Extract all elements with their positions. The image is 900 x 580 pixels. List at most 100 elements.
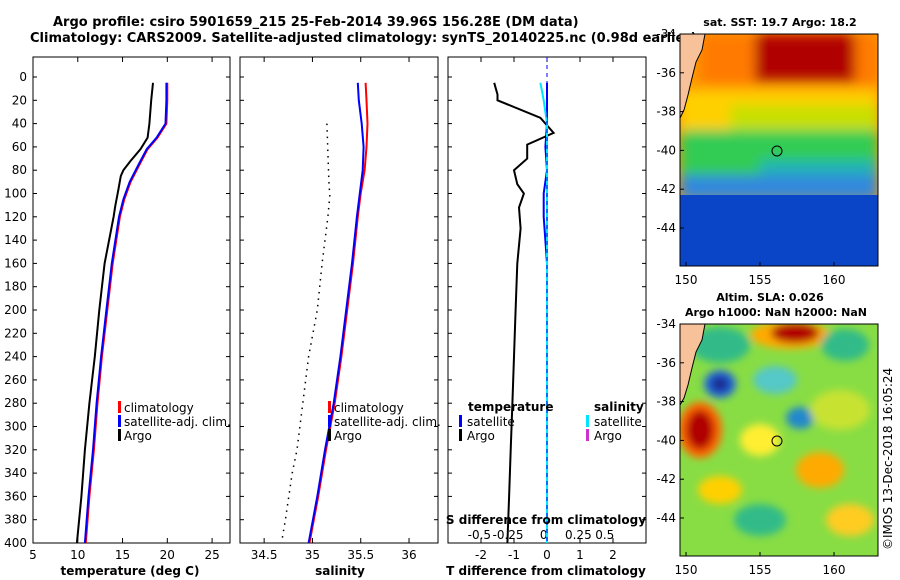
depth-tick-label: 240: [4, 350, 27, 364]
depth-tick-label: 40: [12, 117, 27, 131]
legend-salinity-heading: salinity: [594, 400, 644, 414]
depth-tick-label: 100: [4, 187, 27, 201]
sla-map-title-line-2: Argo h1000: NaN h2000: NaN: [685, 306, 867, 319]
legend-t-satellite: satellite: [467, 415, 515, 429]
x-tick-label: 35: [305, 548, 320, 562]
difference-panel: -2 -1 0 1 2 -0.5 -0.25 0 0.25 0.5 T difference f…: [446, 56, 647, 578]
sla-lon-axis: 150 155 160: [675, 552, 846, 577]
depth-tick-label: 160: [4, 256, 27, 270]
x-tick-label: -2: [475, 548, 487, 562]
x-tick-label: 36: [401, 548, 416, 562]
depth-tick-label: 300: [4, 420, 27, 434]
title-line-1: Argo profile: csiro 5901659_215 25-Feb-2…: [53, 15, 579, 30]
legend-satellite: satellite-adj. clim.: [334, 415, 441, 429]
depth-tick-label: 60: [12, 140, 27, 154]
x-tick-label: 20: [160, 548, 175, 562]
legend-swatch-t-satellite: [459, 415, 462, 427]
series-line-satellite-adj-clim-: [83, 82, 168, 544]
legend-s-satellite: satellite: [594, 415, 642, 429]
salinity-panel: 34.5 35 35.5 36 salinity climatology satell…: [239, 56, 441, 578]
depth-tick-label: 20: [12, 93, 27, 107]
lat-tick-label: -36: [656, 66, 676, 80]
x-tick-label: 34.5: [251, 548, 278, 562]
s-tick-label: -0.5: [468, 528, 491, 542]
title-line-2: Climatology: CARS2009. Satellite-adjuste…: [30, 31, 697, 46]
depth-tick-label: 200: [4, 303, 27, 317]
salinity-series: [280, 82, 369, 544]
legend-swatch-climatology: [328, 401, 331, 413]
depth-tick-label: 320: [4, 443, 27, 457]
lon-tick-label: 150: [675, 563, 698, 577]
x-tick-label: 25: [204, 548, 219, 562]
sst-lat-axis: -34 -36 -38 -40 -42 -44: [656, 27, 684, 235]
legend-argo: Argo: [334, 429, 362, 443]
imos-credit: ©IMOS 13-Dec-2018 16:05:24: [881, 368, 895, 550]
sla-lat-axis: -34 -36 -38 -40 -42 -44: [656, 317, 684, 525]
x-tick-label: 2: [609, 548, 617, 562]
t-difference-x-axis: -2 -1 0 1 2: [448, 57, 646, 562]
x-tick-label: 1: [576, 548, 584, 562]
lon-tick-label: 155: [749, 273, 772, 287]
legend-temperature-heading: temperature: [468, 400, 553, 414]
sst-map-title: sat. SST: 19.7 Argo: 18.2: [703, 16, 856, 29]
series-line-argo: [75, 82, 154, 544]
depth-tick-label: 120: [4, 210, 27, 224]
depth-tick-label: 400: [4, 536, 27, 550]
lat-tick-label: -36: [656, 356, 676, 370]
salinity-frame: [239, 56, 439, 544]
legend-climatology: climatology: [334, 401, 404, 415]
lat-tick-label: -42: [656, 472, 676, 486]
sst-lon-axis: 150 155 160: [675, 262, 845, 287]
depth-tick-label: 360: [4, 489, 27, 503]
x-tick-label: 5: [29, 548, 37, 562]
series-line-t-argo: [493, 82, 556, 544]
lat-tick-label: -40: [656, 143, 676, 157]
legend-swatch-argo: [118, 429, 121, 441]
series-line-satellite-adj-clim-: [307, 82, 365, 544]
lat-tick-label: -42: [656, 182, 676, 196]
depth-tick-label: 380: [4, 513, 27, 527]
depth-tick-label: 140: [4, 233, 27, 247]
temperature-series: [75, 82, 169, 544]
lon-tick-label: 160: [823, 563, 846, 577]
salinity-axis-label: salinity: [315, 564, 365, 578]
depth-tick-label: 0: [19, 70, 27, 84]
legend-swatch-s-argo: [586, 429, 589, 441]
difference-legend: temperature satellite Argo salinity sate…: [459, 400, 644, 443]
series-line-climatology: [308, 82, 369, 544]
legend-swatch-satellite: [118, 415, 121, 427]
x-tick-label: -1: [508, 548, 520, 562]
s-tick-label: 0.25: [565, 528, 592, 542]
lat-tick-label: -34: [656, 317, 676, 331]
temperature-x-axis: 5 10 15 20 25: [29, 57, 230, 562]
s-difference-x-axis: -0.5 -0.25 0 0.25 0.5: [468, 528, 615, 542]
depth-axis: 0 20 40 60 80 100 120 140 160 180 200 220 240 260 280 3…: [4, 70, 27, 550]
legend-swatch-t-argo: [459, 429, 462, 441]
legend-argo: Argo: [124, 429, 152, 443]
sst-map: sat. SST: 19.7 Argo: 18.2 -34 -36 -38 -40 -4…: [656, 16, 879, 287]
legend-climatology: climatology: [124, 401, 194, 415]
depth-tick-label: 220: [4, 326, 27, 340]
depth-tick-label: 80: [12, 163, 27, 177]
legend-swatch-climatology: [118, 401, 121, 413]
sla-map: Altim. SLA: 0.026 Argo h1000: NaN h2000:…: [656, 291, 879, 577]
series-line-s-satellite: [539, 82, 548, 543]
s-difference-axis-label: S difference from climatology: [446, 513, 646, 527]
legend-t-argo: Argo: [467, 429, 495, 443]
depth-tick-label: 180: [4, 280, 27, 294]
salinity-x-axis: 34.5 35 35.5 36: [240, 57, 438, 562]
temperature-panel: 0 20 40 60 80 100 120 140 160 180 200 220 240 260 280 3…: [4, 56, 231, 578]
depth-tick-label: 260: [4, 373, 27, 387]
lat-tick-label: -38: [656, 105, 676, 119]
x-tick-label: 15: [115, 548, 130, 562]
t-difference-axis-label: T difference from climatology: [446, 564, 646, 578]
lon-tick-label: 155: [749, 563, 772, 577]
legend-s-argo: Argo: [594, 429, 622, 443]
difference-series: [493, 57, 556, 544]
legend-swatch-argo: [328, 429, 331, 441]
argo-location-marker: [771, 435, 783, 447]
lat-tick-label: -44: [656, 511, 676, 525]
legend-swatch-s-satellite: [586, 415, 589, 427]
temperature-legend: climatology satellite-adj. clim. Argo: [118, 401, 231, 443]
legend-swatch-satellite: [328, 415, 331, 427]
